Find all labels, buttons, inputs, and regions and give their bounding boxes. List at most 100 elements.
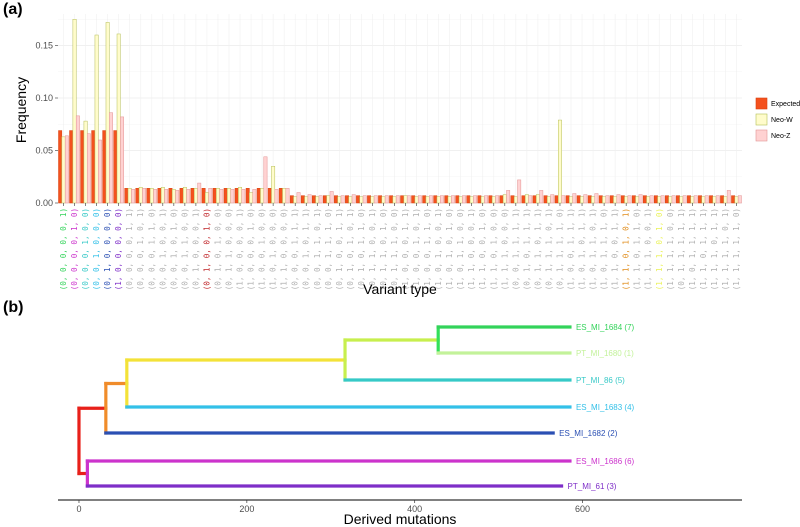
bar-neo-z-59 [715, 195, 720, 204]
leaf-label: PT_MI_86 (5) [576, 376, 625, 385]
bar-expected-50 [609, 195, 614, 204]
bar-neo-z-25 [340, 195, 345, 204]
bar-neo-z-35 [451, 195, 455, 204]
bar-neo-z-24 [329, 191, 334, 204]
legend-key-neo-w [755, 113, 768, 126]
bar-expected-55 [665, 195, 669, 204]
bar-neo-w-6 [127, 188, 132, 204]
bar-neo-z-44 [550, 194, 555, 204]
category-label: (0, 0, 1, 0, 0, 0) [92, 208, 101, 290]
category-label: (0, 0, 0, 1, 1, 0) [147, 208, 156, 290]
category-label: (0, 0, 0, 0, 0, 1) [59, 208, 68, 290]
bar-expected-47 [576, 195, 581, 204]
bar-neo-z-46 [572, 193, 577, 204]
panel-a-legend: Expected Neo-W Neo-Z [755, 97, 800, 142]
category-label: (0, 1, 1, 1, 0, 1) [544, 208, 553, 290]
bar-neo-w-58 [701, 196, 706, 204]
bar-expected-61 [731, 195, 736, 204]
bar-expected-25 [334, 195, 338, 204]
bar-expected-31 [400, 195, 405, 204]
bar-expected-26 [345, 195, 349, 204]
bar-neo-z-27 [362, 195, 367, 204]
bar-neo-w-61 [734, 196, 739, 204]
bar-neo-w-9 [160, 187, 165, 204]
category-label: (1, 1, 0, 1, 0, 0) [489, 208, 498, 290]
category-label: (1, 1, 0, 1, 0, 1) [622, 208, 631, 290]
category-label: (1, 1, 0, 0, 1, 1) [611, 208, 620, 290]
bar-expected-45 [554, 195, 559, 204]
category-label: (0, 1, 0, 1, 0, 1) [346, 208, 355, 290]
bar-expected-34 [433, 195, 438, 204]
bar-expected-9 [157, 188, 162, 204]
panel-a-xlabel: Variant type [363, 281, 437, 297]
bar-expected-7 [135, 188, 140, 204]
bar-neo-w-51 [624, 196, 629, 204]
panel-b-dendrogram: ES_MI_1684 (7) PT_MI_1680 (1) PT_MI_86 (5)… [77, 323, 635, 491]
bar-neo-w-48 [591, 196, 595, 204]
bar-neo-w-38 [480, 196, 485, 204]
bar-neo-w-19 [271, 166, 276, 204]
bar-neo-z-3 [98, 139, 102, 204]
category-label: (0, 1, 0, 0, 1, 0) [202, 208, 211, 290]
bar-neo-w-2 [83, 120, 88, 204]
category-label: (0, 1, 1, 0, 1, 0) [379, 208, 388, 290]
bar-neo-z-19 [274, 189, 279, 204]
bar-expected-48 [587, 195, 592, 204]
bar-neo-z-4 [109, 112, 113, 204]
category-label: (0, 1, 1, 0, 0, 1) [368, 208, 377, 290]
panel-b-xlabel: Derived mutations [344, 511, 457, 527]
bar-expected-30 [389, 195, 394, 204]
legend-label-neo-z: Neo-Z [771, 133, 791, 140]
bar-expected-60 [720, 195, 725, 204]
y-tick-label: 0.15 [35, 41, 53, 51]
panel-a-bars [58, 19, 742, 204]
bar-neo-w-12 [193, 188, 198, 204]
bar-neo-w-50 [613, 196, 618, 204]
category-label: (1, 0, 1, 1, 1, 1) [688, 208, 697, 290]
legend-label-neo-w: Neo-W [771, 117, 793, 124]
bar-expected-14 [212, 188, 217, 204]
category-label: (0, 1, 0, 1, 0, 0) [213, 208, 222, 290]
bar-neo-w-54 [657, 196, 662, 204]
category-label: (0, 1, 0, 1, 1, 1) [522, 208, 531, 290]
category-label: (0, 1, 0, 1, 1, 0) [357, 208, 366, 290]
bar-neo-z-36 [462, 195, 466, 204]
bar-neo-z-10 [175, 190, 180, 204]
bar-neo-z-60 [726, 190, 731, 204]
category-label: (0, 1, 1, 1, 0, 0) [390, 208, 399, 290]
panel-b-tag: (b) [3, 299, 23, 316]
bar-neo-z-12 [197, 182, 202, 204]
category-label: (1, 1, 1, 0, 1, 0) [655, 208, 664, 290]
bar-expected-43 [532, 195, 537, 204]
category-label: (1, 1, 1, 1, 0, 0) [666, 208, 675, 290]
category-label: (0, 0, 0, 1, 1, 1) [291, 208, 300, 290]
bar-neo-w-57 [690, 196, 695, 204]
panel-a-tag: (a) [3, 1, 23, 18]
bar-expected-38 [477, 195, 482, 204]
category-label: (0, 0, 1, 1, 0, 0) [180, 208, 189, 290]
category-label: (1, 1, 1, 0, 1, 1) [710, 208, 719, 290]
category-label: (0, 0, 0, 1, 0, 0) [81, 208, 90, 290]
bar-expected-42 [521, 195, 526, 204]
bar-neo-w-43 [535, 194, 540, 204]
bar-expected-1 [69, 130, 74, 204]
bar-neo-z-22 [307, 194, 312, 204]
bar-expected-41 [510, 195, 515, 204]
bar-neo-w-47 [580, 196, 584, 204]
category-label: (1, 1, 1, 1, 1, 0) [732, 208, 741, 290]
bar-expected-29 [378, 195, 383, 204]
bar-expected-2 [80, 130, 85, 204]
bar-neo-w-49 [602, 196, 607, 204]
bar-expected-23 [311, 195, 316, 204]
category-label: (0, 0, 1, 0, 0, 1) [158, 208, 167, 290]
bar-neo-w-8 [149, 188, 154, 204]
panel-b-x-axis: 0 200 400 600 [58, 499, 742, 514]
bar-neo-w-15 [227, 188, 231, 204]
category-label: (0, 1, 1, 1, 1, 1) [677, 208, 686, 290]
bar-expected-22 [300, 195, 305, 204]
bar-expected-59 [709, 195, 713, 204]
bar-neo-z-55 [671, 195, 676, 204]
category-label: (1, 1, 0, 0, 0, 0) [280, 208, 289, 290]
bar-neo-z-26 [351, 194, 356, 204]
leaf-label: PT_MI_1680 (1) [576, 349, 634, 358]
